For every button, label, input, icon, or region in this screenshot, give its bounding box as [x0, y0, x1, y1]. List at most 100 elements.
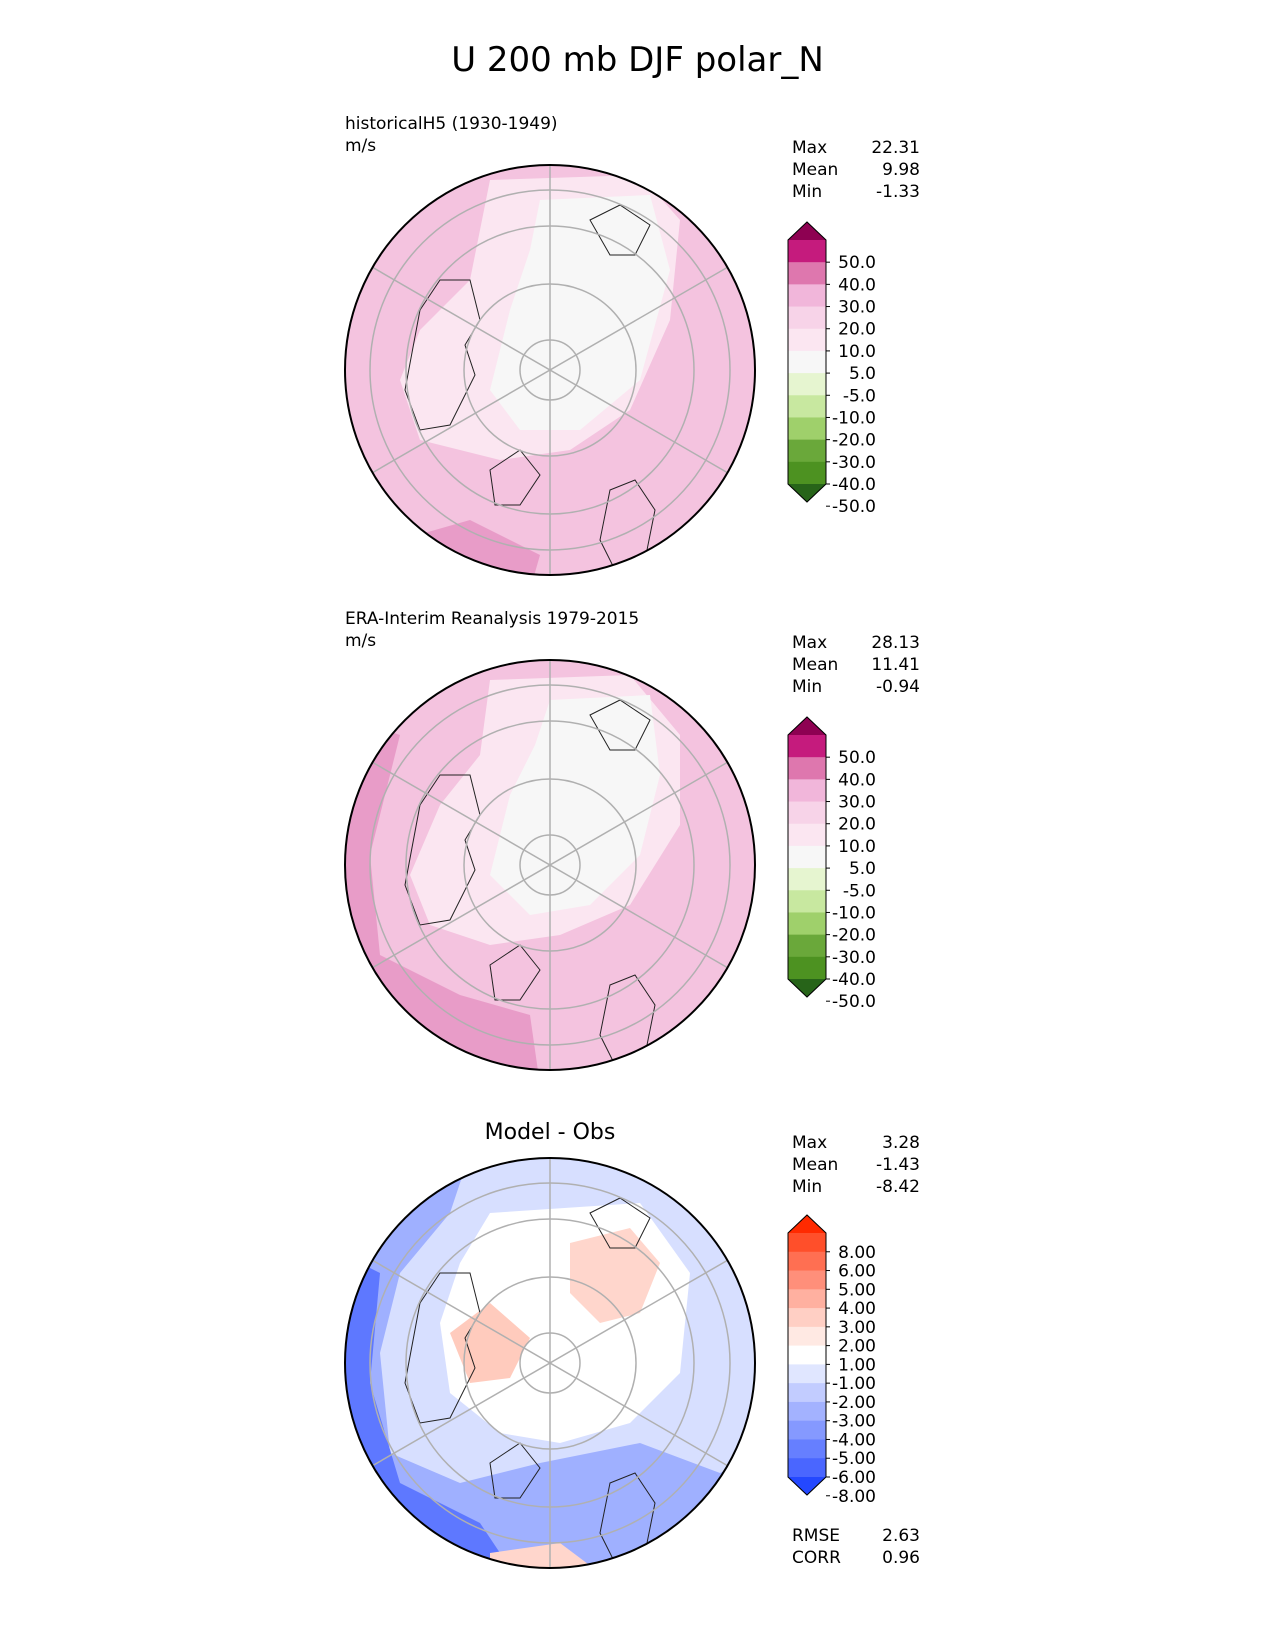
panel-difference: Model - Obs Max 3.28 Mean -1.43 Min -8.42 8…	[0, 1100, 1275, 1600]
colorbar-segment	[788, 1308, 826, 1328]
colorbar-tick-label: 5.00	[838, 1280, 876, 1300]
colorbar-segment	[788, 890, 826, 913]
stat-mean: Mean 9.98	[792, 160, 920, 180]
colorbar-extend-top	[788, 1215, 826, 1233]
colorbar-segment	[788, 801, 826, 825]
colorbar-segment	[788, 373, 826, 396]
colorbar-segment	[788, 395, 826, 418]
stat-min: Min -1.33	[792, 182, 920, 202]
colorbar-tick-label: -4.00	[832, 1430, 876, 1450]
colorbar-tick-label: 2.00	[838, 1337, 876, 1357]
colorbar: 50.040.0 30.020.010.05.0-5.0-10.0 -20.0-30…	[787, 221, 876, 517]
colorbar-segment	[788, 1326, 826, 1347]
colorbar-tick-label: -50.0	[832, 497, 876, 517]
colorbar-segment	[788, 1439, 826, 1459]
stats-block: Max 22.31 Mean 9.98 Min -1.33	[792, 137, 920, 203]
stat-max: Max 3.28	[792, 1133, 920, 1153]
colorbar-segment	[788, 350, 826, 374]
stat-rmse: RMSE 2.63	[792, 1526, 920, 1546]
colorbar-segment	[788, 1401, 826, 1422]
colorbar-tick-label: 40.0	[838, 770, 876, 790]
stat-min: Min -8.42	[792, 1177, 920, 1197]
contour-near-zero	[490, 195, 670, 430]
panel-label: ERA-Interim Reanalysis 1979-2015 m/s	[345, 608, 639, 652]
panel-historical: historicalH5 (1930-1949) m/s Max 22.31 Me…	[0, 110, 1275, 610]
stat-mean: Mean -1.43	[792, 1155, 920, 1175]
polar-map	[344, 659, 756, 1071]
colorbar-segment	[788, 1270, 826, 1290]
stats-block: Max 28.13 Mean 11.41 Min -0.94	[792, 632, 920, 698]
colorbar-segment	[788, 439, 826, 463]
colorbar-extend-bottom	[788, 979, 826, 997]
colorbar-tick-label: 10.0	[838, 837, 876, 857]
coastlines	[404, 699, 656, 1070]
colorbar-tick-label: 20.0	[838, 320, 876, 340]
colorbar-segment	[788, 956, 826, 980]
colorbar-tick-label: -1.00	[832, 1374, 876, 1394]
coastlines	[404, 204, 656, 575]
contour-pos-2	[570, 1228, 660, 1323]
colorbar-segment	[788, 934, 826, 958]
graticule	[369, 165, 731, 575]
colorbar-extend-top	[788, 717, 826, 735]
colorbar-segment	[788, 1251, 826, 1272]
colorbar-segment	[788, 1364, 826, 1384]
colorbar-tick-label: 40.0	[838, 275, 876, 295]
colorbar-tick-label: 50.0	[838, 253, 876, 273]
colorbar-segment	[788, 845, 826, 869]
colorbar-tick-label: 5.0	[849, 859, 876, 879]
panel-label: historicalH5 (1930-1949) m/s	[345, 113, 558, 157]
graticule	[369, 660, 731, 1070]
colorbar-tick-label: -3.00	[832, 1412, 876, 1432]
error-stats-block: RMSE 2.63 CORR 0.96	[792, 1525, 920, 1569]
colorbar-tick-label: -30.0	[832, 948, 876, 968]
contour-pos-3	[450, 1303, 530, 1383]
colorbar-extend-bottom	[788, 484, 826, 502]
colorbar-tick-label: 20.0	[838, 815, 876, 835]
colorbar-tick-label: 4.00	[838, 1299, 876, 1319]
colorbar-segment	[788, 461, 826, 485]
colorbar-segment	[788, 328, 826, 352]
contour-neg-3	[345, 1158, 755, 1568]
panel-subtitle: Model - Obs	[484, 1120, 616, 1145]
colorbar-segment	[788, 912, 826, 936]
colorbar-segment	[788, 1345, 826, 1365]
colorbar: 8.006.005.004.003.002.001.00-1.00-2.00-3…	[787, 1214, 876, 1507]
colorbar-tick-label: -10.0	[832, 408, 876, 428]
colorbar-tick-label: 8.00	[838, 1243, 876, 1263]
colorbar-segment	[788, 823, 826, 847]
colorbar-tick-label: 5.0	[849, 364, 876, 384]
stat-corr: CORR 0.96	[792, 1548, 920, 1568]
colorbar-tick-label: 10.0	[838, 342, 876, 362]
coastlines	[404, 1197, 656, 1568]
colorbar: 50.040.0 30.020.010.05.0-5.0-10.0 -20.0-30…	[787, 716, 876, 1012]
panel-units: m/s	[345, 136, 377, 156]
colorbar-tick-label: -6.00	[832, 1468, 876, 1488]
stat-mean: Mean 11.41	[792, 655, 920, 675]
colorbar-tick-label: 50.0	[838, 748, 876, 768]
panel-run-label: ERA-Interim Reanalysis 1979-2015	[345, 609, 640, 629]
colorbar-tick-label: -5.0	[843, 386, 876, 406]
colorbar-tick-label: 1.00	[838, 1355, 876, 1375]
stat-max: Max 28.13	[792, 633, 920, 653]
colorbar-tick-label: -20.0	[832, 926, 876, 946]
colorbar-segment	[788, 240, 826, 263]
colorbar-tick-label: -40.0	[832, 970, 876, 990]
graticule	[369, 1158, 731, 1568]
panel-units: m/s	[345, 631, 377, 651]
colorbar-tick-label: -20.0	[832, 431, 876, 451]
colorbar-segment	[788, 757, 826, 780]
panel-run-label: historicalH5 (1930-1949)	[345, 114, 558, 134]
colorbar-segment	[788, 1458, 826, 1478]
colorbar-tick-label: 6.00	[838, 1262, 876, 1282]
colorbar-segment	[788, 1420, 826, 1440]
colorbar-tick-label: -30.0	[832, 453, 876, 473]
colorbar-tick-label: 30.0	[838, 298, 876, 318]
stat-min: Min -0.94	[792, 677, 920, 697]
colorbar-extend-top	[788, 222, 826, 240]
colorbar-tick-label: -5.00	[832, 1449, 876, 1469]
colorbar-tick-label: -8.00	[832, 1487, 876, 1507]
colorbar-tick-label: -2.00	[832, 1393, 876, 1413]
colorbar-segment	[788, 1289, 826, 1309]
stats-block: Max 3.28 Mean -1.43 Min -8.42	[792, 1132, 920, 1198]
